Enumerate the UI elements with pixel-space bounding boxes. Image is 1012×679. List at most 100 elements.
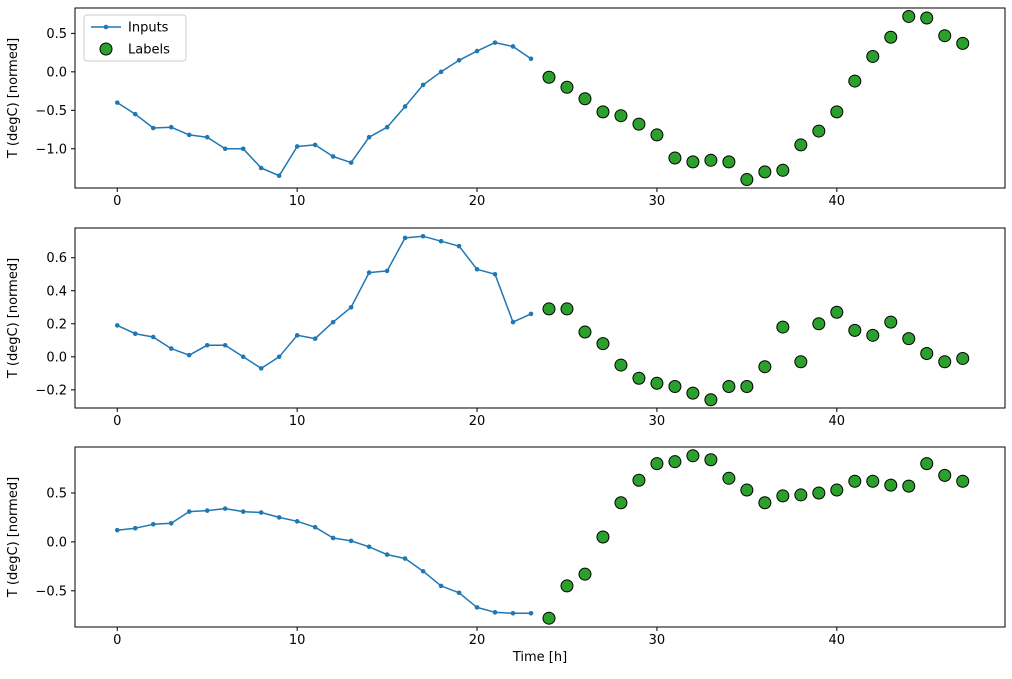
inputs-marker bbox=[528, 311, 534, 317]
x-tick-label: 0 bbox=[113, 414, 121, 429]
x-tick-label: 40 bbox=[829, 633, 846, 648]
labels-marker bbox=[686, 386, 700, 400]
labels-marker bbox=[758, 360, 772, 374]
labels-marker bbox=[866, 49, 880, 63]
legend-inputs-marker bbox=[103, 24, 109, 30]
inputs-marker bbox=[528, 611, 534, 616]
inputs-marker bbox=[510, 44, 516, 49]
labels-marker bbox=[902, 479, 916, 493]
y-axis-label: T (degC) [normed] bbox=[6, 477, 21, 598]
y-axis-label: T (degC) [normed] bbox=[6, 38, 21, 159]
inputs-marker bbox=[114, 323, 120, 328]
labels-marker bbox=[542, 302, 556, 316]
inputs-marker bbox=[204, 134, 210, 140]
inputs-marker bbox=[420, 82, 426, 88]
inputs-marker bbox=[528, 56, 534, 62]
inputs-marker bbox=[222, 342, 228, 348]
inputs-marker bbox=[294, 144, 300, 149]
x-tick-label: 40 bbox=[829, 194, 846, 209]
inputs-marker bbox=[276, 515, 282, 520]
y-tick-label: 0.2 bbox=[46, 317, 67, 332]
labels-marker bbox=[560, 80, 574, 94]
labels-marker bbox=[614, 496, 628, 510]
labels-marker bbox=[578, 92, 592, 106]
x-tick-label: 30 bbox=[649, 414, 666, 429]
labels-marker bbox=[650, 457, 664, 471]
x-tick-label: 10 bbox=[289, 633, 306, 648]
labels-marker bbox=[794, 138, 808, 152]
inputs-marker bbox=[420, 233, 426, 239]
labels-marker bbox=[848, 323, 862, 337]
inputs-marker bbox=[150, 521, 156, 527]
inputs-marker bbox=[330, 319, 336, 325]
y-tick-label: 0.5 bbox=[46, 27, 67, 42]
inputs-marker bbox=[222, 506, 228, 511]
labels-marker bbox=[740, 380, 754, 394]
labels-marker bbox=[830, 105, 844, 119]
y-tick-label: −0.5 bbox=[35, 104, 67, 119]
labels-marker bbox=[542, 70, 556, 84]
inputs-marker bbox=[456, 58, 462, 63]
labels-marker bbox=[668, 380, 682, 394]
inputs-marker bbox=[276, 173, 282, 178]
y-tick-label: 0.0 bbox=[46, 535, 67, 550]
inputs-marker bbox=[114, 527, 120, 533]
labels-marker bbox=[758, 165, 772, 179]
inputs-marker bbox=[312, 336, 318, 341]
inputs-marker bbox=[366, 270, 372, 275]
inputs-marker bbox=[168, 521, 174, 526]
y-tick-label: 0.0 bbox=[46, 350, 67, 365]
labels-marker bbox=[794, 488, 808, 502]
x-tick-label: 10 bbox=[289, 414, 306, 429]
inputs-marker bbox=[348, 538, 354, 544]
inputs-marker bbox=[294, 519, 300, 524]
subplot-2: 0 10 20 30 40 0.5 0.0 −0.5 T (degC) [normed] bbox=[6, 446, 1006, 648]
labels-marker bbox=[542, 611, 556, 625]
inputs-marker bbox=[240, 146, 246, 152]
labels-marker bbox=[956, 36, 970, 50]
x-tick-label: 0 bbox=[113, 633, 121, 648]
inputs-marker bbox=[258, 366, 264, 371]
inputs-line bbox=[116, 41, 532, 177]
labels-marker bbox=[704, 453, 718, 467]
inputs-marker bbox=[186, 132, 192, 138]
inputs-marker bbox=[330, 535, 336, 541]
labels-marker bbox=[956, 351, 970, 365]
legend: Inputs Labels bbox=[83, 14, 187, 62]
inputs-marker bbox=[330, 154, 336, 159]
inputs-marker bbox=[294, 333, 300, 338]
labels-marker bbox=[848, 474, 862, 488]
labels-marker bbox=[794, 355, 808, 369]
inputs-marker bbox=[420, 568, 426, 574]
inputs-marker bbox=[150, 125, 156, 131]
labels-marker bbox=[848, 74, 862, 88]
labels-marker bbox=[668, 151, 682, 165]
y-tick-label: 0.0 bbox=[46, 65, 67, 80]
labels-marker bbox=[884, 30, 898, 44]
y-tick-label: −0.2 bbox=[35, 383, 67, 398]
labels-marker bbox=[938, 468, 952, 482]
labels-marker bbox=[596, 105, 610, 119]
inputs-marker bbox=[438, 583, 444, 589]
x-tick-label: 30 bbox=[649, 194, 666, 209]
inputs-marker bbox=[366, 544, 372, 550]
inputs-marker bbox=[132, 525, 138, 531]
inputs-marker bbox=[384, 552, 390, 557]
inputs-marker bbox=[348, 304, 354, 310]
inputs-marker bbox=[132, 111, 138, 117]
labels-marker bbox=[956, 474, 970, 488]
inputs-marker bbox=[168, 346, 174, 351]
labels-marker bbox=[920, 347, 934, 361]
inputs-marker bbox=[402, 556, 408, 561]
x-tick-label: 0 bbox=[113, 194, 121, 209]
labels-marker bbox=[668, 455, 682, 469]
inputs-marker bbox=[402, 104, 408, 109]
inputs-marker bbox=[312, 142, 318, 148]
inputs-marker bbox=[240, 354, 246, 360]
inputs-marker bbox=[258, 510, 264, 515]
x-tick-label: 20 bbox=[469, 414, 486, 429]
x-axis-label: Time [h] bbox=[512, 650, 567, 665]
labels-marker bbox=[758, 496, 772, 510]
labels-marker bbox=[830, 305, 844, 319]
